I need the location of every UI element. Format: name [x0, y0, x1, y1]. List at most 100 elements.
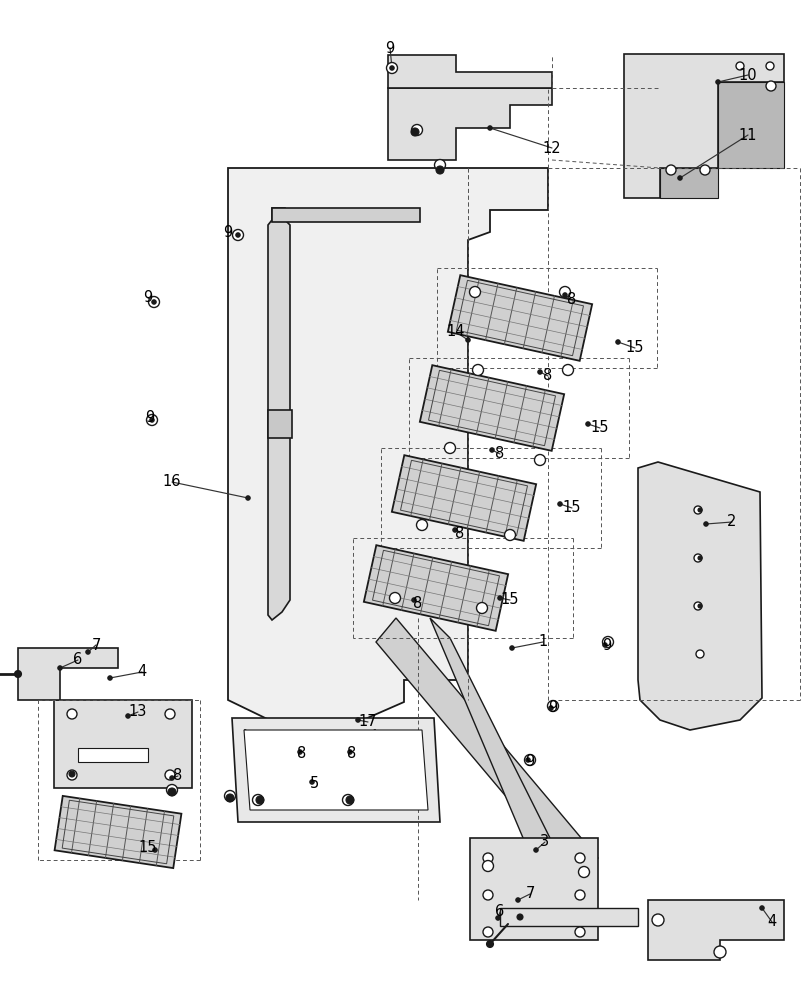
Circle shape: [418, 522, 425, 528]
Circle shape: [166, 784, 178, 795]
Text: 12: 12: [542, 141, 560, 156]
Circle shape: [665, 165, 676, 175]
Circle shape: [677, 176, 681, 180]
Circle shape: [224, 790, 235, 801]
Circle shape: [524, 754, 534, 766]
Circle shape: [67, 709, 77, 719]
Text: 10: 10: [738, 68, 757, 83]
Circle shape: [345, 796, 354, 804]
Circle shape: [67, 770, 77, 780]
Text: 16: 16: [162, 475, 181, 489]
Circle shape: [497, 596, 501, 600]
Circle shape: [615, 340, 620, 344]
Circle shape: [486, 940, 493, 947]
Polygon shape: [623, 54, 783, 198]
Text: 7: 7: [91, 638, 101, 652]
Circle shape: [411, 598, 416, 602]
Polygon shape: [647, 900, 783, 960]
Text: 9: 9: [602, 638, 611, 654]
Circle shape: [169, 786, 175, 793]
Polygon shape: [268, 410, 292, 438]
Circle shape: [651, 914, 663, 926]
Polygon shape: [272, 208, 419, 222]
Circle shape: [693, 602, 702, 610]
Text: 9: 9: [145, 410, 154, 426]
Polygon shape: [232, 718, 440, 822]
Circle shape: [557, 502, 561, 506]
Circle shape: [235, 233, 240, 237]
Circle shape: [533, 848, 538, 852]
Circle shape: [574, 890, 584, 900]
Polygon shape: [363, 545, 508, 631]
Circle shape: [697, 508, 702, 512]
Polygon shape: [375, 618, 597, 882]
Circle shape: [466, 338, 470, 342]
Circle shape: [345, 797, 350, 803]
Text: 4: 4: [766, 914, 775, 929]
Circle shape: [108, 676, 112, 680]
Circle shape: [453, 528, 457, 532]
Circle shape: [483, 927, 492, 937]
Circle shape: [603, 638, 611, 646]
Circle shape: [602, 643, 607, 647]
Circle shape: [347, 750, 352, 754]
Circle shape: [152, 848, 157, 852]
Circle shape: [388, 65, 395, 72]
Text: 8: 8: [455, 526, 464, 540]
Polygon shape: [500, 908, 637, 926]
Text: 2: 2: [727, 514, 736, 530]
Polygon shape: [18, 648, 118, 700]
Circle shape: [165, 770, 175, 780]
Text: 8: 8: [174, 768, 182, 784]
Circle shape: [169, 776, 174, 780]
Text: 13: 13: [129, 704, 147, 719]
Circle shape: [715, 948, 723, 956]
Circle shape: [391, 594, 398, 601]
Circle shape: [416, 520, 427, 530]
Circle shape: [526, 758, 530, 762]
Circle shape: [517, 914, 522, 920]
Text: 8: 8: [495, 446, 504, 462]
Text: 9: 9: [547, 700, 557, 715]
Circle shape: [574, 853, 584, 863]
Circle shape: [713, 946, 725, 958]
Circle shape: [703, 522, 707, 526]
Circle shape: [536, 456, 543, 464]
Text: 8: 8: [347, 746, 356, 762]
Circle shape: [561, 288, 568, 296]
Circle shape: [342, 795, 353, 805]
Circle shape: [146, 414, 157, 426]
Circle shape: [509, 646, 513, 650]
Text: 14: 14: [446, 324, 465, 340]
Circle shape: [653, 916, 661, 924]
Circle shape: [765, 62, 773, 70]
Circle shape: [444, 442, 455, 454]
Circle shape: [58, 666, 62, 670]
Text: 11: 11: [738, 128, 757, 143]
Circle shape: [474, 366, 481, 373]
Polygon shape: [448, 275, 591, 361]
Circle shape: [564, 366, 571, 373]
Polygon shape: [243, 730, 427, 810]
Polygon shape: [659, 82, 783, 198]
Text: 15: 15: [562, 500, 581, 516]
Circle shape: [471, 288, 478, 296]
Circle shape: [342, 794, 353, 805]
Circle shape: [715, 80, 719, 84]
Circle shape: [562, 293, 567, 297]
Circle shape: [149, 418, 154, 422]
Circle shape: [389, 66, 393, 70]
Circle shape: [549, 702, 556, 710]
Circle shape: [585, 422, 590, 426]
Circle shape: [693, 506, 702, 514]
Circle shape: [487, 126, 491, 130]
Text: 15: 15: [590, 420, 608, 436]
Text: 9: 9: [223, 225, 232, 240]
Circle shape: [476, 602, 487, 613]
Circle shape: [534, 454, 545, 466]
Text: 7: 7: [525, 886, 534, 902]
Circle shape: [693, 554, 702, 562]
Circle shape: [255, 796, 264, 804]
Circle shape: [489, 448, 494, 452]
Text: 6: 6: [495, 904, 504, 919]
